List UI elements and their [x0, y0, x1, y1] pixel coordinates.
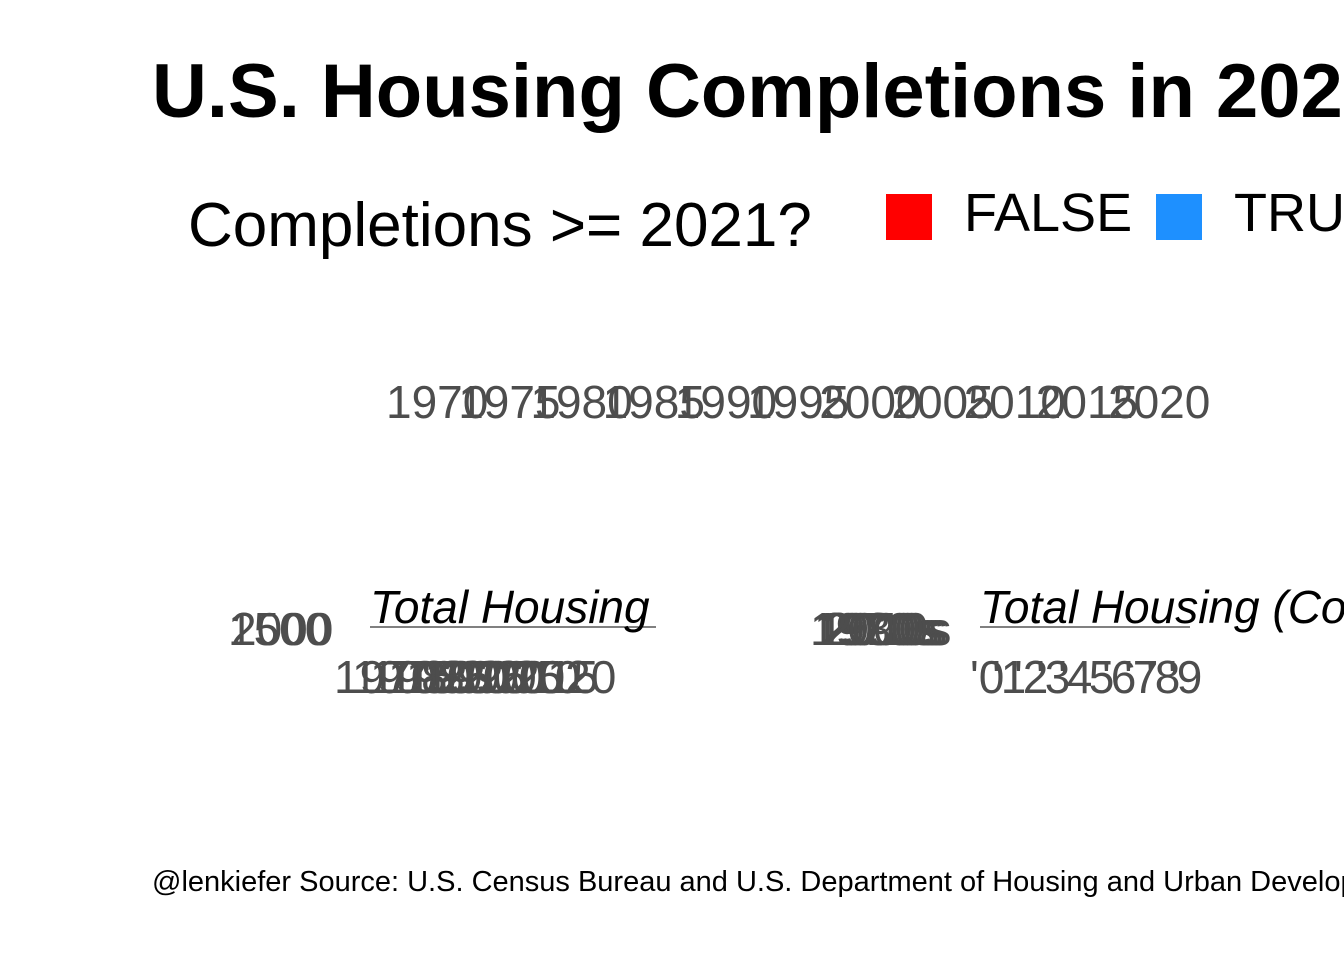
legend-label-false: FALSE: [964, 183, 1133, 243]
x-tick-label-top-1985: 1985: [603, 376, 705, 428]
x-tick-label-top-1970: 1970: [386, 376, 488, 428]
x-tick-label-top-1995: 1995: [747, 376, 849, 428]
y-tick-label-decade-1980s: 1980s: [814, 603, 939, 655]
x-tick-label-left-2005: 2005: [460, 651, 562, 703]
y-tick-label-left-1500: 1500: [228, 603, 330, 655]
y-tick-label-decade-1970s: 1970s: [810, 603, 935, 655]
x-tick-label-top-2020: 2020: [1108, 376, 1210, 428]
legend-title: Completions >= 2021?: [188, 191, 812, 260]
legend-label-true: TRUE: [1234, 183, 1344, 243]
x-tick-label-top-2015: 2015: [1036, 376, 1138, 428]
x-tick-label-left-1990: 1990: [406, 651, 508, 703]
facet-title-left: Total Housing: [370, 581, 650, 633]
x-tick-label-year-7: '7: [1124, 651, 1158, 703]
x-tick-label-year-9: '9: [1168, 651, 1202, 703]
x-tick-label-year-1: '1: [992, 651, 1026, 703]
x-tick-label-left-2000: 2000: [442, 651, 544, 703]
x-tick-label-left-2015: 2015: [496, 651, 598, 703]
y-tick-label-decade-2010s: 2010s: [826, 603, 951, 655]
x-tick-label-year-8: '8: [1146, 651, 1180, 703]
x-tick-label-left-2010: 2010: [478, 651, 580, 703]
x-tick-label-top-2005: 2005: [891, 376, 993, 428]
x-tick-label-left-1980: 1980: [370, 651, 472, 703]
x-tick-label-left-1970: 1970: [334, 651, 436, 703]
caption: @lenkiefer Source: U.S. Census Bureau an…: [152, 866, 1344, 898]
x-tick-label-year-2: '2: [1014, 651, 1048, 703]
y-tick-label-left-2000: 2000: [231, 603, 333, 655]
x-tick-label-left-2020: 2020: [514, 651, 616, 703]
x-tick-label-year-3: '3: [1036, 651, 1070, 703]
x-tick-label-left-1995: 1995: [424, 651, 526, 703]
legend-key-true: [1156, 194, 1202, 240]
x-tick-label-top-1980: 1980: [530, 376, 632, 428]
y-tick-label-decade-2000s: 2000s: [822, 603, 947, 655]
x-tick-label-top-1975: 1975: [458, 376, 560, 428]
x-tick-label-year-5: '5: [1080, 651, 1114, 703]
chart-title: U.S. Housing Completions in 2021: [152, 49, 1344, 134]
x-tick-label-top-2000: 2000: [819, 376, 921, 428]
x-tick-label-year-6: '6: [1102, 651, 1136, 703]
x-tick-label-left-1975: 1975: [352, 651, 454, 703]
x-tick-label-top-2010: 2010: [964, 376, 1066, 428]
x-tick-label-left-1985: 1985: [388, 651, 490, 703]
legend-key-false: [886, 194, 932, 240]
x-tick-label-year-4: '4: [1058, 651, 1092, 703]
x-tick-label-top-1990: 1990: [675, 376, 777, 428]
facet-title-right: Total Housing (Completions): [980, 581, 1344, 633]
y-tick-label-decade-1990s: 1990s: [818, 603, 943, 655]
x-tick-label-year-0: '0: [970, 651, 1004, 703]
